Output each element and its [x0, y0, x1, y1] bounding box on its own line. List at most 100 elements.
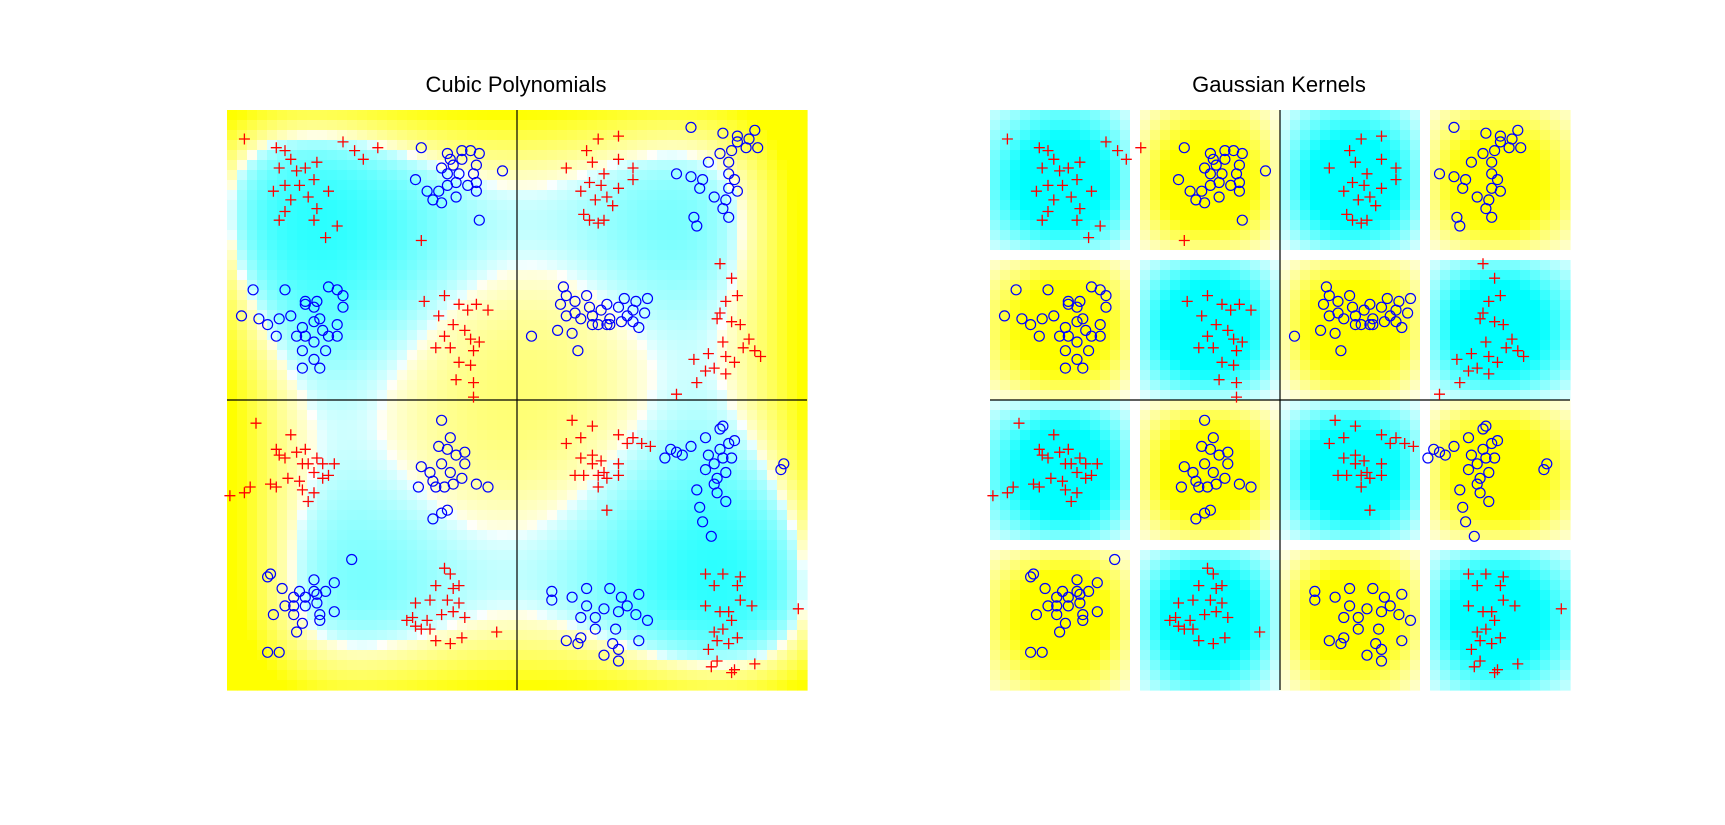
region-cell	[637, 590, 648, 601]
region-cell	[1470, 220, 1481, 231]
region-cell	[527, 610, 538, 621]
region-cell	[777, 130, 788, 141]
region-cell	[387, 550, 398, 561]
region-cell	[707, 510, 718, 521]
region-cell	[1380, 150, 1391, 161]
region-cell	[737, 470, 748, 481]
region-cell	[277, 650, 288, 661]
region-cell	[257, 270, 268, 281]
region-cell	[417, 680, 428, 691]
region-cell	[257, 300, 268, 311]
region-cell	[247, 150, 258, 161]
region-cell	[367, 400, 378, 411]
region-cell	[1180, 210, 1191, 221]
region-cell	[327, 270, 338, 281]
region-cell	[737, 550, 748, 561]
circle-point	[685, 440, 697, 452]
region-cell	[447, 340, 458, 351]
region-cell	[497, 180, 508, 191]
region-cell	[537, 220, 548, 231]
region-cell	[1200, 300, 1211, 311]
region-cell	[777, 450, 788, 461]
region-cell	[1280, 280, 1291, 291]
region-cell	[707, 340, 718, 351]
region-cell	[547, 370, 558, 381]
region-cell	[577, 160, 588, 171]
region-cell	[257, 340, 268, 351]
region-cell	[1340, 260, 1351, 271]
region-cell	[547, 240, 558, 251]
region-cell	[517, 470, 528, 481]
region-cell	[1420, 240, 1431, 251]
region-cell	[327, 640, 338, 651]
region-cell	[247, 270, 258, 281]
region-cell	[437, 660, 448, 671]
region-cell	[1530, 310, 1541, 321]
circle-point	[714, 423, 726, 435]
region-cell	[747, 290, 758, 301]
region-cell	[697, 230, 708, 241]
region-cell	[377, 260, 388, 271]
region-cell	[337, 680, 348, 691]
region-cell	[407, 600, 418, 611]
region-cell	[797, 550, 808, 561]
region-cell	[317, 490, 328, 501]
region-cell	[517, 350, 528, 361]
region-cell	[1510, 160, 1521, 171]
region-cell	[1510, 110, 1521, 121]
region-cell	[617, 590, 628, 601]
region-cell	[647, 650, 658, 661]
region-cell	[497, 120, 508, 131]
region-cell	[467, 420, 478, 431]
region-cell	[647, 370, 658, 381]
circle-point	[583, 301, 596, 313]
region-cell	[1100, 300, 1111, 311]
region-cell	[487, 650, 498, 661]
region-cell	[267, 330, 278, 341]
region-cell	[477, 200, 488, 211]
region-cell	[1250, 270, 1261, 281]
region-cell	[757, 380, 768, 391]
region-cell	[507, 150, 518, 161]
region-cell	[1220, 210, 1231, 221]
region-cell	[687, 250, 698, 261]
region-cell	[277, 580, 288, 591]
region-cell	[227, 450, 238, 461]
region-cell	[1360, 230, 1371, 241]
region-cell	[467, 490, 478, 501]
region-cell	[1450, 180, 1461, 191]
region-cell	[697, 680, 708, 691]
region-cell	[427, 380, 438, 391]
region-cell	[397, 470, 408, 481]
region-cell	[667, 350, 678, 361]
region-cell	[737, 370, 748, 381]
region-cell	[247, 600, 258, 611]
region-cell	[357, 610, 368, 621]
region-cell	[747, 310, 758, 321]
region-cell	[1150, 300, 1161, 311]
plus-point	[439, 330, 450, 342]
region-cell	[427, 330, 438, 341]
region-cell	[617, 170, 628, 181]
region-cell	[367, 260, 378, 271]
region-cell	[297, 390, 308, 401]
region-cell	[457, 590, 468, 601]
region-cell	[527, 160, 538, 171]
region-cell	[677, 440, 688, 451]
region-cell	[1170, 290, 1181, 301]
region-cell	[617, 500, 628, 511]
region-cell	[647, 360, 658, 371]
region-cell	[1080, 230, 1091, 241]
region-cell	[777, 310, 788, 321]
region-cell	[1260, 120, 1271, 131]
region-cell	[707, 560, 718, 571]
region-cell	[397, 640, 408, 651]
region-cell	[277, 290, 288, 301]
region-cell	[1390, 270, 1401, 281]
region-cell	[1550, 200, 1561, 211]
region-cell	[277, 340, 288, 351]
region-cell	[617, 180, 628, 191]
region-cell	[267, 360, 278, 371]
region-cell	[1170, 110, 1181, 121]
region-cell	[477, 230, 488, 241]
